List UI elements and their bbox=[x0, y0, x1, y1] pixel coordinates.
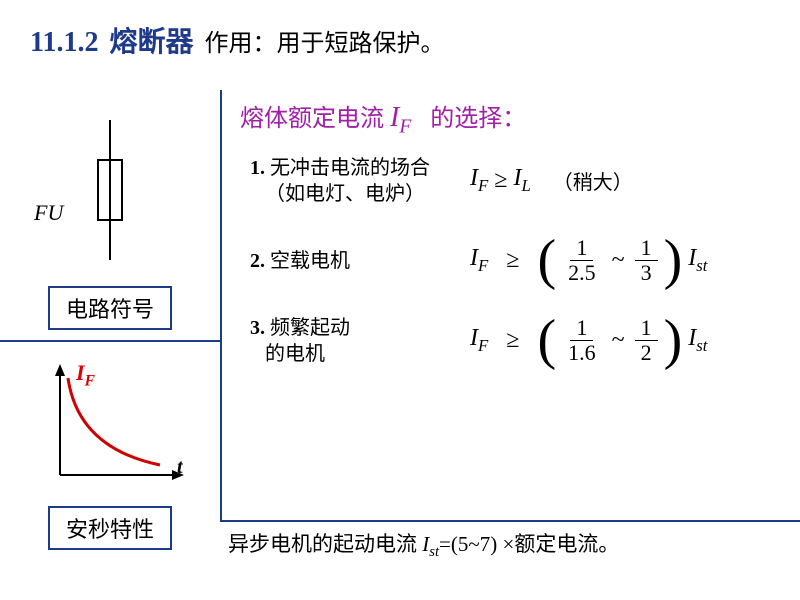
section-number: 11.1.2 bbox=[30, 27, 98, 58]
curve-y-sub: F bbox=[85, 372, 95, 389]
subtitle-var-letter: I bbox=[390, 102, 399, 133]
f2-frac1-num: 1 bbox=[570, 236, 593, 261]
rule-1-formula: IF ≥ IL （稍大） bbox=[470, 165, 633, 196]
rule-1-num: 1. bbox=[250, 157, 265, 179]
f1-op: ≥ bbox=[494, 167, 507, 194]
rule-2-formula: IF ≥ ( 1 2.5 ~ 1 3 ) Ist bbox=[470, 236, 707, 285]
subtitle: 熔体额定电流 IF 的选择： bbox=[240, 98, 790, 139]
f1-note: （稍大） bbox=[553, 166, 633, 195]
rule-3-line1: 频繁起动 bbox=[270, 317, 350, 339]
f3-lhs-sub: F bbox=[478, 336, 488, 355]
f2-frac1-den: 2.5 bbox=[562, 261, 602, 285]
bottom-note-var: Ist bbox=[422, 532, 439, 556]
subtitle-prefix: 熔体额定电流 bbox=[240, 106, 384, 132]
f3-frac2-den: 2 bbox=[635, 341, 658, 365]
bottom-note-2: =(5~7) ×额定电流。 bbox=[439, 532, 619, 556]
subtitle-suffix: 的选择： bbox=[430, 106, 526, 132]
f3-frac2: 1 2 bbox=[635, 316, 658, 365]
f3-frac1: 1 1.6 bbox=[562, 316, 602, 365]
rule-3-text: 3. 频繁起动 的电机 bbox=[250, 315, 470, 367]
rule-1-line1: 无冲击电流的场合 bbox=[270, 157, 430, 179]
curve-svg bbox=[30, 360, 190, 490]
rule-1-text: 1. 无冲击电流的场合 （如电灯、电炉） bbox=[250, 155, 470, 207]
curve-y-var: I bbox=[76, 360, 85, 385]
f3-frac1-num: 1 bbox=[570, 316, 593, 341]
bn-var-sub: st bbox=[429, 544, 439, 560]
f2-lhs-sub: F bbox=[478, 256, 488, 275]
f3-op: ≥ bbox=[506, 327, 519, 354]
f2-tail-sub: st bbox=[696, 256, 707, 275]
left-column: 电路符号 bbox=[0, 90, 220, 330]
vertical-divider bbox=[220, 90, 222, 520]
f2-op: ≥ bbox=[506, 247, 519, 274]
fuse-symbol bbox=[0, 90, 220, 270]
f3-frac2-num: 1 bbox=[635, 316, 658, 341]
f2-frac1: 1 2.5 bbox=[562, 236, 602, 285]
curve-x-axis-label: t bbox=[177, 456, 183, 479]
f2-frac2: 1 3 bbox=[635, 236, 658, 285]
f3-frac1-den: 1.6 bbox=[562, 341, 602, 365]
f3-tail-sub: st bbox=[696, 336, 707, 355]
bottom-note: 异步电机的起动电流 Ist=(5~7) ×额定电流。 bbox=[228, 530, 788, 563]
f2-lhs: I bbox=[470, 245, 478, 271]
curve-y-axis-label: IF bbox=[76, 360, 95, 390]
f2-frac2-num: 1 bbox=[635, 236, 658, 261]
rule-2-text: 2. 空载电机 bbox=[250, 248, 470, 274]
f1-rhs-sub: L bbox=[521, 176, 530, 195]
fuse-fu-label: FU bbox=[34, 200, 63, 226]
curve-label: 安秒特性 bbox=[48, 506, 172, 550]
rule-2-line1: 空载电机 bbox=[270, 250, 350, 272]
rule-item-3: 3. 频繁起动 的电机 IF ≥ ( 1 1.6 ~ 1 2 ) Ist bbox=[250, 311, 790, 371]
rule-2-num: 2. bbox=[250, 250, 265, 272]
curve-panel: 安秒特性 bbox=[0, 350, 220, 550]
horizontal-divider-right bbox=[220, 520, 800, 522]
f1-lhs: I bbox=[470, 165, 478, 191]
rule-3-num: 3. bbox=[250, 317, 265, 339]
page-title: 11.1.2 熔断器 作用：用于短路保护。 bbox=[30, 20, 444, 60]
horizontal-divider-left bbox=[0, 340, 220, 342]
f2-frac2-den: 3 bbox=[635, 261, 658, 285]
rule-1-line2: （如电灯、电炉） bbox=[265, 183, 425, 205]
subtitle-var: IF bbox=[390, 102, 418, 133]
rule-3-line2: 的电机 bbox=[265, 343, 325, 365]
circuit-symbol-label: 电路符号 bbox=[48, 286, 172, 330]
title-desc: 作用：用于短路保护。 bbox=[204, 31, 444, 57]
subtitle-var-sub: F bbox=[399, 117, 411, 138]
rule-3-formula: IF ≥ ( 1 1.6 ~ 1 2 ) Ist bbox=[470, 316, 707, 365]
title-term: 熔断器 bbox=[109, 27, 193, 58]
right-column: 熔体额定电流 IF 的选择： 1. 无冲击电流的场合 （如电灯、电炉） IF ≥… bbox=[230, 90, 790, 391]
rule-item-2: 2. 空载电机 IF ≥ ( 1 2.5 ~ 1 3 ) Ist bbox=[250, 231, 790, 291]
fuse-svg-icon bbox=[70, 120, 150, 260]
bottom-note-1: 异步电机的起动电流 bbox=[228, 532, 417, 556]
rule-item-1: 1. 无冲击电流的场合 （如电灯、电炉） IF ≥ IL （稍大） bbox=[250, 151, 790, 211]
f3-lhs: I bbox=[470, 325, 478, 351]
f1-lhs-sub: F bbox=[478, 176, 488, 195]
